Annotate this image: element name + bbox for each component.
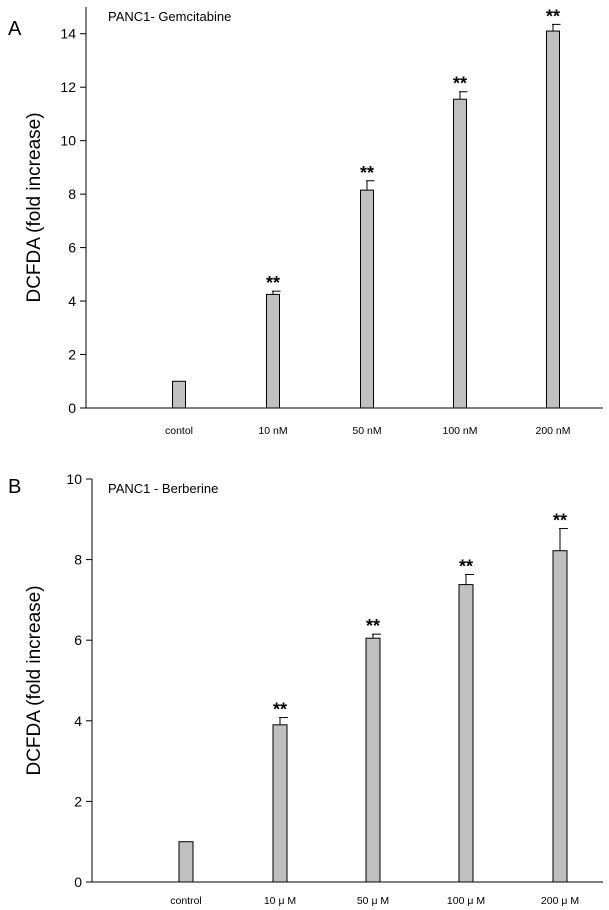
panel-a-x-tick-label: 100 nM (442, 425, 477, 437)
panel-a-significance-label: ** (546, 6, 560, 26)
panel-b-significance-label: ** (366, 616, 380, 636)
panel-a-y-tick-label: 10 (60, 133, 76, 149)
panel-a-x-tick-label: 10 nM (258, 425, 287, 437)
panel-a-y-tick-label: 6 (68, 240, 76, 256)
panel-b-y-tick-label: 8 (74, 552, 82, 568)
panel-b-y-tick-label: 6 (74, 632, 82, 648)
panel-b-significance-label: ** (459, 557, 473, 577)
panel-a-y-tick-label: 2 (68, 347, 76, 363)
panel-a-bar (546, 30, 560, 409)
panel-a-y-axis-label: DCFDA (fold increase) (24, 112, 45, 302)
panel-b-significance-label: ** (273, 700, 287, 720)
panel-b-bar (552, 550, 568, 883)
panel-b-bar (458, 584, 474, 883)
panel-b-x-tick-label: 10 μ M (264, 895, 296, 907)
panel-a-bar (172, 380, 186, 409)
panel-a-x-tick-label: 50 nM (352, 425, 381, 437)
panel-b-y-tick-label: 2 (74, 793, 82, 809)
panel-b-x-tick-label: 200 μ M (541, 895, 579, 907)
panel-a-significance-label: ** (266, 273, 280, 293)
panel-b-x-tick-label: 50 μ M (357, 895, 389, 907)
panel-a-y-tick-label: 8 (68, 186, 76, 202)
panel-a-title: PANC1- Gemcitabine (108, 9, 231, 24)
panel-b-bar (178, 841, 194, 883)
panel-b-y-tick-label: 10 (66, 471, 82, 487)
panel-a-bar (360, 189, 374, 409)
panel-a-letter: A (8, 18, 22, 40)
panel-a-y-tick-label: 4 (68, 293, 76, 309)
panel-b-title: PANC1 - Berberine (108, 481, 218, 496)
panel-b-letter: B (8, 476, 21, 498)
panel-a-bar (453, 98, 467, 409)
panel-a-y-tick-label: 14 (60, 26, 76, 42)
panel-b-x-tick-label: 100 μ M (447, 895, 485, 907)
panel-b-y-tick-label: 0 (74, 874, 82, 890)
panel-b-bar (272, 724, 288, 883)
panel-a-x-tick-label: 200 nM (535, 425, 570, 437)
panel-a-significance-label: ** (453, 74, 467, 94)
panel-b-y-tick-label: 4 (74, 713, 82, 729)
panel-b-x-tick-label: control (170, 895, 202, 907)
panel-a-y-tick-label: 12 (60, 79, 76, 95)
panel-b-bar (365, 637, 381, 883)
panel-b-y-axis-label: DCFDA (fold increase) (24, 585, 45, 775)
panel-b-significance-label: ** (553, 511, 567, 531)
panel-a-bar (266, 293, 280, 409)
panel-a-significance-label: ** (360, 163, 374, 183)
panel-a-y-tick-label: 0 (68, 400, 76, 416)
panel-a-x-tick-label: contol (165, 425, 193, 437)
